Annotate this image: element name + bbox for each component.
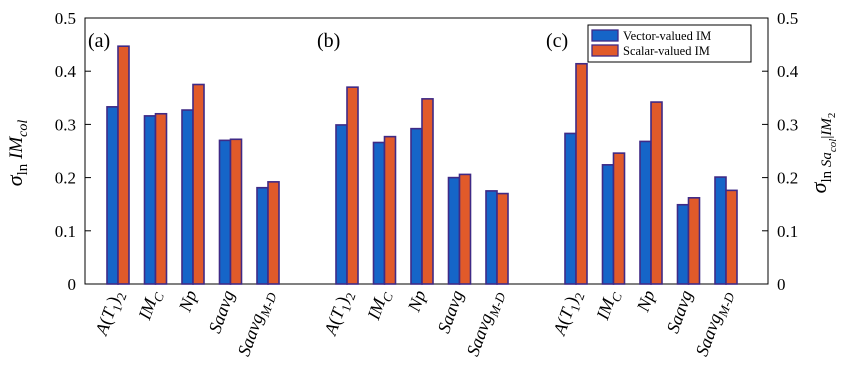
x-tick-label: Saavg — [433, 288, 467, 336]
panel-label: (a) — [88, 30, 110, 52]
bar-scalar — [117, 45, 130, 285]
bar-vector — [714, 176, 727, 285]
bar-vector — [485, 190, 498, 285]
bar-scalar — [687, 197, 701, 285]
bar-scalar — [650, 101, 663, 285]
y-tick-label-left: 0.5 — [55, 9, 76, 28]
y-tick-label-left: 0 — [68, 275, 77, 294]
bar-scalar — [192, 83, 205, 285]
bar-vector — [410, 127, 423, 285]
x-tick-label: IMC — [134, 287, 167, 324]
bar-vector — [564, 132, 577, 285]
x-tick-label: Np — [174, 288, 200, 316]
bar-vector — [106, 106, 119, 285]
bar-vector — [372, 141, 386, 285]
bar-vector — [218, 139, 232, 285]
bar-vector — [181, 109, 194, 285]
y-tick-label-left: 0.1 — [55, 222, 76, 241]
x-tick-label: A(T1)2 — [91, 288, 130, 340]
bar-vector — [143, 115, 157, 285]
bar-vector — [447, 176, 461, 285]
y-tick-label-right: 0.4 — [777, 62, 799, 81]
x-tick-label: Np — [403, 288, 429, 316]
bar-vector — [335, 124, 348, 285]
legend-label: Vector-valued IM — [623, 29, 711, 43]
bar-scalar — [229, 138, 243, 285]
x-tick-label: SaavgM-D — [234, 287, 280, 360]
x-tick-label: IMC — [363, 287, 396, 324]
panel-label: (b) — [317, 30, 340, 52]
x-tick-label: IMC — [592, 287, 625, 324]
legend-swatch — [591, 29, 619, 42]
y-axis-label-left: σln IMcol — [2, 120, 31, 187]
bar-scalar — [346, 86, 359, 285]
bar-vector — [639, 140, 652, 285]
y-tick-label-left: 0.4 — [55, 62, 77, 81]
y-axis-label-right: σln Sacol|IM2 — [806, 113, 839, 194]
legend-swatch — [591, 44, 619, 57]
bar-scalar — [267, 181, 280, 285]
bar-vector — [256, 186, 269, 285]
y-tick-label-right: 0.5 — [777, 9, 798, 28]
bar-scalar — [575, 62, 588, 285]
bar-scalar — [612, 152, 626, 285]
y-tick-label-right: 0.1 — [777, 222, 798, 241]
x-tick-label: SaavgM-D — [463, 287, 509, 360]
x-tick-label: A(T1)2 — [549, 288, 588, 340]
bar-scalar — [421, 98, 434, 285]
legend-label: Scalar-valued IM — [623, 44, 710, 58]
y-tick-label-right: 0.2 — [777, 169, 798, 188]
bar-scalar — [154, 112, 168, 285]
bar-scalar — [725, 189, 738, 285]
bar-scalar — [458, 173, 472, 285]
x-tick-label: Np — [632, 288, 658, 316]
y-tick-label-right: 0 — [777, 275, 786, 294]
bar-vector — [601, 164, 615, 285]
x-tick-label: Saavg — [204, 288, 238, 336]
panel-label: (c) — [546, 30, 568, 52]
bar-scalar — [383, 135, 397, 285]
bar-vector — [676, 203, 690, 285]
x-tick-label: A(T1)2 — [320, 288, 359, 340]
x-tick-label: Saavg — [662, 288, 696, 336]
y-tick-label-left: 0.2 — [55, 169, 76, 188]
bar-scalar — [496, 192, 509, 285]
y-tick-label-right: 0.3 — [777, 115, 798, 134]
y-tick-label-left: 0.3 — [55, 115, 76, 134]
x-tick-label: SaavgM-D — [692, 287, 738, 360]
